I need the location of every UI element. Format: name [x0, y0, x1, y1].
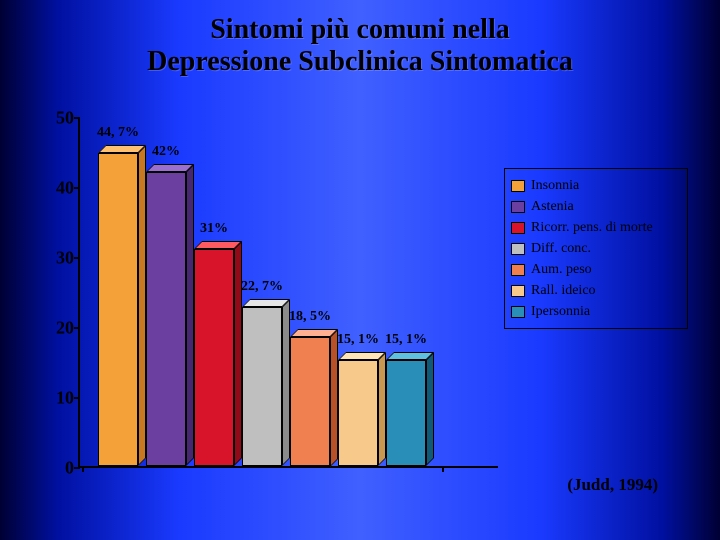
legend-label: Insonnia — [531, 175, 579, 196]
bar-label: 42% — [152, 144, 180, 160]
legend-swatch — [511, 243, 525, 255]
bar-6: 15, 1% — [386, 360, 426, 466]
legend-item: Diff. conc. — [511, 238, 681, 259]
legend-label: Astenia — [531, 196, 574, 217]
y-tick-label: 10 — [42, 388, 74, 409]
bar-chart: 0102030405044, 7%42%31%22, 7%18, 5%15, 1… — [78, 118, 498, 468]
bar-5: 15, 1% — [338, 360, 378, 466]
page-title: Sintomi più comuni nella Depressione Sub… — [0, 0, 720, 78]
y-tick-label: 0 — [42, 458, 74, 479]
legend-item: Rall. ideico — [511, 280, 681, 301]
bar-3: 22, 7% — [242, 307, 282, 466]
citation: (Judd, 1994) — [567, 475, 658, 495]
chart-container: 0102030405044, 7%42%31%22, 7%18, 5%15, 1… — [38, 108, 688, 503]
bar-4: 18, 5% — [290, 337, 330, 467]
y-tick-label: 40 — [42, 178, 74, 199]
bar-1: 42% — [146, 172, 186, 466]
legend-label: Diff. conc. — [531, 238, 591, 259]
legend-swatch — [511, 180, 525, 192]
legend-label: Rall. ideico — [531, 280, 596, 301]
legend-label: Aum. peso — [531, 259, 592, 280]
legend-swatch — [511, 285, 525, 297]
legend: InsonniaAsteniaRicorr. pens. di morteDif… — [504, 168, 688, 329]
legend-item: Astenia — [511, 196, 681, 217]
legend-item: Insonnia — [511, 175, 681, 196]
legend-swatch — [511, 264, 525, 276]
legend-swatch — [511, 306, 525, 318]
y-tick-label: 50 — [42, 108, 74, 129]
y-tick-label: 20 — [42, 318, 74, 339]
legend-label: Ricorr. pens. di morte — [531, 217, 653, 238]
bar-label: 31% — [200, 221, 228, 237]
legend-label: Ipersonnia — [531, 301, 590, 322]
bar-2: 31% — [194, 249, 234, 466]
bar-label: 22, 7% — [241, 279, 283, 295]
legend-item: Aum. peso — [511, 259, 681, 280]
title-line-1: Sintomi più comuni nella — [210, 14, 510, 45]
bar-label: 15, 1% — [337, 332, 379, 348]
title-line-2: Depressione Subclinica Sintomatica — [147, 46, 573, 77]
y-tick-label: 30 — [42, 248, 74, 269]
bar-0: 44, 7% — [98, 153, 138, 466]
legend-swatch — [511, 222, 525, 234]
bar-label: 18, 5% — [289, 309, 331, 325]
bar-label: 44, 7% — [97, 125, 139, 141]
legend-swatch — [511, 201, 525, 213]
legend-item: Ricorr. pens. di morte — [511, 217, 681, 238]
bar-label: 15, 1% — [385, 332, 427, 348]
legend-item: Ipersonnia — [511, 301, 681, 322]
